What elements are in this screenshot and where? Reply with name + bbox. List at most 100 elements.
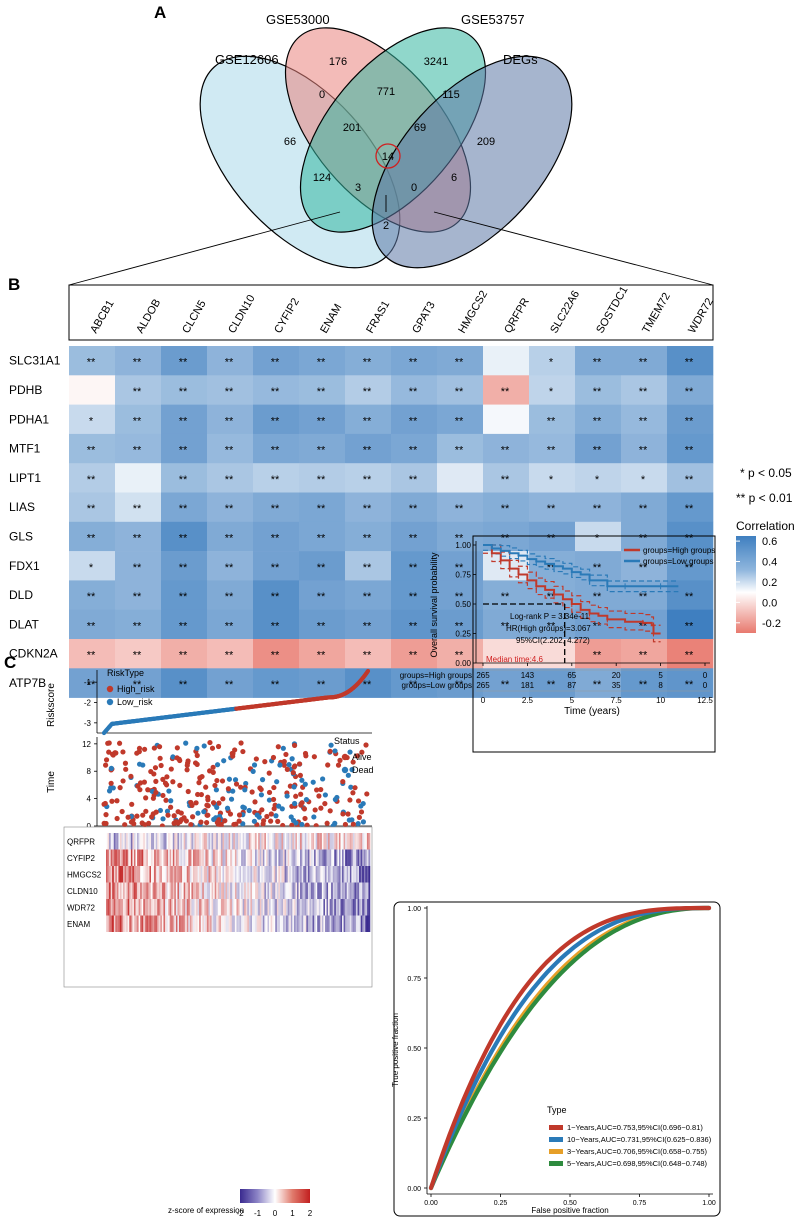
expression-cell (191, 849, 194, 866)
expression-cell (368, 849, 371, 866)
expression-cell (178, 899, 181, 916)
expression-cell (270, 899, 273, 916)
expression-cell (244, 899, 247, 916)
heatmap-sig-mark: ** (593, 620, 602, 632)
expression-cell (214, 915, 217, 932)
expression-cell (206, 833, 209, 850)
expression-cell (152, 915, 155, 932)
expression-cell (292, 866, 295, 883)
expression-cell (239, 882, 242, 899)
expression-cell (352, 899, 355, 916)
expression-cell (329, 833, 332, 850)
expression-cell (112, 866, 115, 883)
expression-cell (366, 833, 369, 850)
heatmap-row-label: CDKN2A (9, 647, 58, 661)
heatmap-cell (575, 375, 622, 405)
expression-cell (151, 915, 153, 932)
expression-cell (334, 899, 337, 916)
status-point (271, 784, 277, 791)
status-point (253, 756, 259, 762)
expression-cell (199, 899, 202, 916)
expression-cell (166, 882, 169, 899)
status-point (145, 787, 151, 793)
expression-cell (356, 866, 358, 883)
roc-legend-label: 3−Years,AUC=0.706,95%CI(0.658−0.755) (567, 1147, 708, 1156)
expression-cell (298, 882, 301, 899)
expression-cell (137, 882, 139, 899)
expression-cell (359, 833, 361, 850)
expression-cell (315, 849, 318, 866)
expression-cell (169, 899, 172, 916)
expression-cell (258, 915, 261, 932)
expression-cell (116, 899, 119, 916)
expression-cell (234, 899, 237, 916)
expression-cell (238, 833, 240, 850)
heatmap-cell (575, 463, 622, 493)
roc-curve (428, 905, 712, 1191)
heatmap-cell (207, 668, 254, 698)
status-point (350, 821, 356, 827)
expression-cell (324, 866, 327, 883)
expression-cell (127, 882, 130, 899)
expression-cell (340, 899, 343, 916)
status-point (266, 770, 272, 776)
expression-cell (151, 899, 153, 916)
expression-cell (238, 882, 240, 899)
expression-cell (284, 915, 287, 932)
expression-cell (310, 833, 313, 850)
heatmap-sig-mark: ** (271, 386, 280, 398)
correlation-colorbar-ticks: 0.60.40.20.0-0.2 (736, 536, 781, 630)
expression-cell (130, 866, 133, 883)
expression-cell (332, 899, 335, 916)
expression-cell (186, 882, 189, 899)
expression-cell (178, 882, 181, 899)
expression-cell (233, 882, 236, 899)
status-point (284, 766, 290, 773)
heatmap-cell (667, 521, 714, 552)
expression-cell (138, 866, 141, 883)
status-point (192, 760, 199, 766)
expression-cell (154, 849, 156, 866)
expression-cell (289, 849, 292, 866)
heatmap-cell (483, 668, 530, 698)
expression-cell (174, 882, 177, 899)
heatmap-column-label: ABCB1 (88, 298, 116, 335)
expression-cell (307, 833, 310, 850)
expression-cell (109, 915, 111, 932)
expression-cell (141, 882, 144, 899)
status-point (332, 748, 338, 754)
expression-cell (220, 866, 223, 883)
risk-table-cell: 265 (476, 671, 490, 680)
heatmap-cell (483, 433, 530, 464)
expression-cell (300, 833, 302, 850)
expression-cell (192, 915, 195, 932)
heatmap-cell (345, 433, 392, 464)
status-point (358, 809, 365, 815)
expression-cell (185, 882, 188, 899)
expression-gene-label: HMGCS2 (67, 870, 102, 879)
expression-cell (293, 833, 296, 850)
expression-cell (214, 882, 217, 899)
expression-cell (147, 866, 150, 883)
venn-count: 115 (442, 89, 460, 101)
expression-cell (194, 899, 197, 916)
expression-cell (365, 882, 368, 899)
venn-count: 0 (411, 182, 417, 194)
expression-cell (342, 915, 344, 932)
expression-cell (233, 866, 236, 883)
expression-cell (141, 899, 144, 916)
status-point (242, 787, 248, 793)
expression-cell (146, 915, 149, 932)
status-point (268, 818, 274, 824)
heatmap-sig-mark: ** (133, 415, 142, 427)
heatmap-sig-mark: ** (455, 562, 464, 574)
risk-table-row-label: groups=Low groups (402, 681, 473, 690)
expression-cell (178, 915, 181, 932)
heatmap-sig-mark: ** (363, 415, 372, 427)
expression-cell (332, 849, 335, 866)
expression-cell (106, 866, 108, 883)
heatmap-sig-mark: ** (685, 650, 694, 662)
expression-cell (172, 915, 175, 932)
heatmap-cell (667, 346, 714, 376)
